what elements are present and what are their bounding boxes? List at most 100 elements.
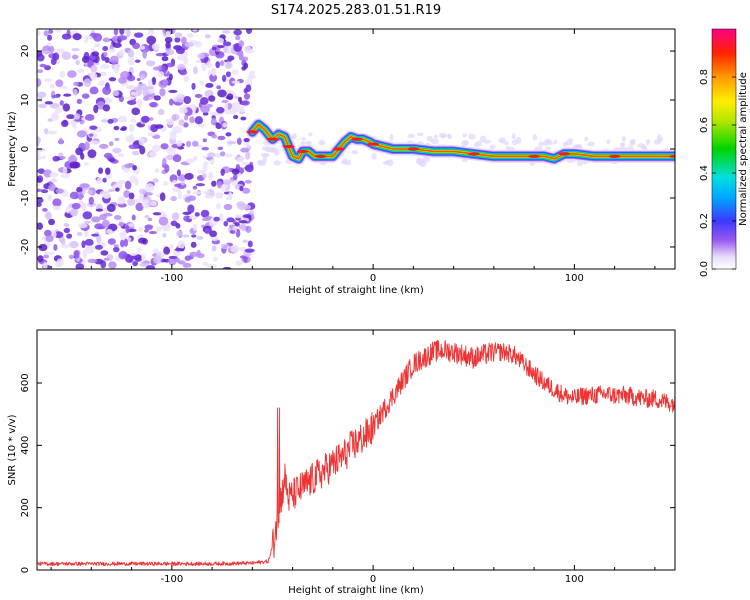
halo-blob bbox=[439, 132, 447, 139]
noise-blob bbox=[168, 73, 173, 81]
noise-blob bbox=[55, 79, 64, 87]
noise-blob bbox=[243, 93, 251, 100]
noise-blob bbox=[157, 108, 165, 116]
noise-blob bbox=[170, 29, 176, 35]
noise-blob bbox=[37, 175, 44, 183]
noise-blob bbox=[230, 106, 238, 113]
halo-blob bbox=[300, 140, 306, 146]
noise-blob bbox=[182, 234, 190, 238]
noise-blob bbox=[49, 171, 59, 178]
noise-blob bbox=[158, 216, 169, 226]
noise-blob bbox=[242, 239, 248, 243]
noise-blob bbox=[196, 235, 204, 240]
noise-blob bbox=[189, 116, 195, 124]
noise-blob bbox=[174, 247, 185, 252]
noise-blob bbox=[244, 179, 252, 184]
noise-blob bbox=[138, 188, 147, 194]
noise-blob bbox=[213, 256, 218, 263]
noise-blob bbox=[175, 47, 185, 55]
noise-blob bbox=[107, 238, 116, 245]
noise-blob bbox=[59, 155, 66, 160]
noise-blob bbox=[243, 45, 252, 54]
noise-blob bbox=[107, 188, 116, 193]
noise-blob bbox=[76, 130, 87, 138]
noise-blob bbox=[165, 118, 175, 126]
noise-blob bbox=[140, 73, 146, 81]
ridge-peak bbox=[467, 152, 480, 156]
noise-blob bbox=[146, 35, 157, 45]
noise-blob bbox=[164, 164, 170, 173]
noise-blob bbox=[200, 209, 210, 218]
noise-blob bbox=[103, 152, 113, 159]
noise-blob bbox=[69, 191, 80, 200]
noise-blob bbox=[202, 112, 209, 116]
noise-blob bbox=[202, 138, 207, 143]
noise-blob bbox=[223, 220, 229, 227]
noise-blob bbox=[184, 114, 189, 121]
noise-blob bbox=[100, 64, 110, 70]
spectrogram-ytick-label: 0 bbox=[20, 146, 31, 152]
halo-blob bbox=[484, 139, 492, 144]
noise-blob bbox=[191, 82, 196, 90]
noise-blob bbox=[149, 102, 158, 108]
halo-blob bbox=[576, 159, 583, 167]
noise-blob bbox=[69, 240, 79, 249]
noise-blob bbox=[142, 49, 147, 59]
noise-blob bbox=[199, 80, 205, 86]
noise-blob bbox=[72, 122, 77, 129]
noise-blob bbox=[93, 42, 101, 48]
noise-blob bbox=[125, 224, 130, 234]
noise-blob bbox=[186, 190, 191, 194]
spectrogram-y-label: Frequency (Hz) bbox=[7, 111, 18, 187]
noise-blob bbox=[39, 63, 47, 68]
noise-blob bbox=[102, 104, 111, 112]
noise-blob bbox=[43, 254, 50, 259]
noise-blob bbox=[207, 152, 216, 158]
noise-blob bbox=[128, 144, 139, 150]
noise-blob bbox=[131, 107, 141, 116]
noise-blob bbox=[165, 49, 175, 56]
noise-blob bbox=[118, 250, 128, 260]
noise-blob bbox=[192, 29, 198, 32]
colorbar-tick-label: 0.8 bbox=[699, 69, 710, 85]
colorbar: 0.0 0.2 0.4 0.6 0.8 Normalized spectral ampl… bbox=[699, 28, 749, 277]
noise-blob bbox=[234, 96, 240, 100]
noise-blob bbox=[63, 227, 71, 234]
noise-blob bbox=[89, 133, 94, 137]
noise-blob bbox=[135, 198, 141, 203]
noise-blob bbox=[152, 178, 159, 183]
noise-blob bbox=[93, 33, 103, 42]
noise-blob bbox=[152, 212, 162, 216]
noise-blob bbox=[174, 37, 181, 43]
noise-blob bbox=[194, 212, 200, 217]
noise-blob bbox=[125, 29, 131, 38]
noise-blob bbox=[238, 50, 244, 59]
noise-blob bbox=[84, 141, 90, 151]
halo-blob bbox=[511, 133, 516, 140]
noise-blob bbox=[131, 214, 136, 221]
noise-blob bbox=[179, 69, 188, 76]
halo-blob bbox=[447, 133, 452, 140]
noise-blob bbox=[76, 186, 83, 193]
noise-blob bbox=[203, 190, 211, 195]
noise-blob bbox=[72, 33, 82, 41]
noise-blob bbox=[144, 192, 153, 196]
noise-blob bbox=[108, 157, 116, 163]
noise-blob bbox=[172, 154, 182, 163]
noise-blob bbox=[143, 95, 150, 101]
halo-blob bbox=[653, 139, 662, 145]
noise-blob bbox=[83, 161, 89, 166]
noise-blob bbox=[222, 41, 232, 47]
noise-blob bbox=[176, 140, 183, 147]
noise-blob bbox=[52, 205, 61, 211]
noise-blob bbox=[222, 30, 231, 34]
noise-blob bbox=[129, 252, 138, 256]
noise-blob bbox=[231, 69, 239, 76]
noise-blob bbox=[161, 56, 169, 62]
halo-blob bbox=[262, 155, 267, 163]
noise-blob bbox=[37, 152, 41, 156]
halo-blob bbox=[345, 159, 352, 166]
noise-blob bbox=[90, 140, 101, 145]
noise-blob bbox=[177, 63, 186, 71]
noise-blob bbox=[99, 143, 109, 149]
